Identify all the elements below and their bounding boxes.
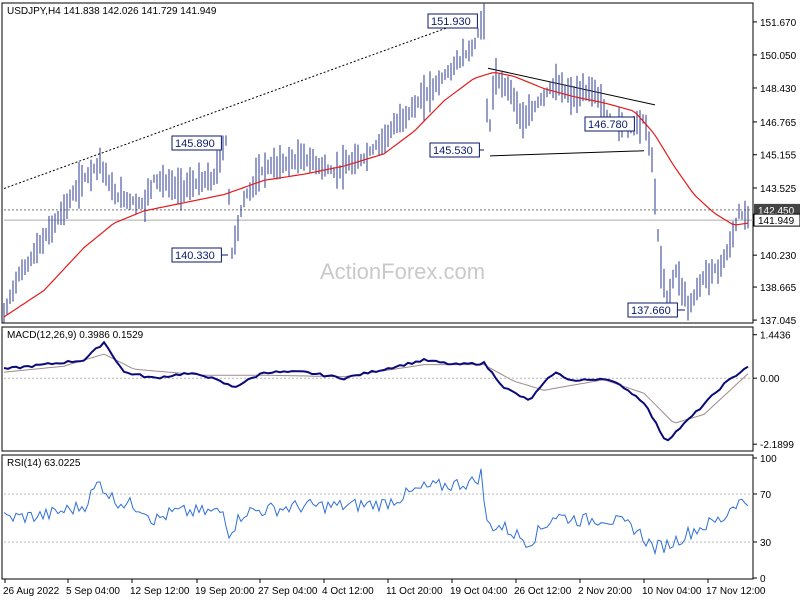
level-tag-bg [754,203,800,216]
x-tick-label: 26 Aug 2022 [3,586,60,597]
x-tick-label: 4 Oct 12:00 [322,586,374,597]
reference-lines [4,209,753,543]
x-tick-label: 5 Sep 04:00 [66,586,120,597]
moving-average-line [3,72,749,318]
macd-pane-frame [1,326,754,452]
x-tick-label: 27 Sep 04:00 [258,586,318,597]
swing-label: 140.330 [175,250,215,262]
macd-tick-label: 1.4436 [760,331,791,342]
x-tick-label: 11 Oct 20:00 [386,586,443,597]
x-tick-label: 12 Sep 12:00 [130,586,190,597]
long-trend-line [3,16,479,189]
rsi-series [3,468,749,556]
x-axis-labels: 26 Aug 2022 5 Sep 04:00 12 Sep 12:00 19 Sep… [3,579,766,597]
triangle-lower-line [489,150,645,157]
macd-line [3,340,749,442]
rsi-line [3,468,749,556]
x-tick-label: 10 Nov 04:00 [642,586,702,597]
swing-label: 145.890 [175,138,215,150]
price-pane-header: USDJPY,H4 141.838 142.026 141.729 141.94… [7,6,217,17]
rsi-tick-label: 70 [760,490,772,501]
price-tick-label: 148.430 [760,84,797,95]
rsi-pane-header: RSI(14) 63.0225 [7,458,81,469]
x-tick-label: 17 Nov 12:00 [706,586,766,597]
price-pane-frame [1,2,754,324]
swing-label-box [427,13,478,29]
x-tick-label: 26 Oct 12:00 [514,586,572,597]
swing-label: 145.530 [433,145,473,157]
macd-pane-header: MACD(12,26,9) 0.3986 0.1529 [7,330,144,341]
swing-label: 151.930 [431,16,471,28]
macd-tick-label: 0.00 [760,374,780,385]
x-tick-label: 19 Sep 20:00 [195,586,255,597]
swing-label-box [627,302,678,318]
price-tick-label: 137.045 [760,316,797,327]
swing-label-box [584,116,635,132]
price-tick-label: 150.050 [760,51,797,62]
x-tick-label: 19 Oct 04:00 [450,586,508,597]
rsi-tick-label: 100 [760,454,777,465]
swing-label-box [429,142,480,158]
level-tag: 142.450 [758,206,795,217]
swing-label-box [171,247,222,263]
price-tick-label: 140.230 [760,251,797,262]
price-series [3,2,749,323]
swing-label: 146.780 [588,119,628,131]
moving-average [3,72,749,318]
current-tag-bg [753,213,800,227]
y-axis-labels: 151.670 150.050 148.430 146.765 145.155 143.5… [753,18,800,585]
price-tick-label: 146.765 [760,118,797,129]
current-price-tag: 141.949 [758,216,795,227]
x-tick-label: 2 Nov 20:00 [578,586,632,597]
rsi-tick-label: 0 [760,574,766,585]
swing-label: 137.660 [631,305,671,317]
price-tick-label: 151.670 [760,18,797,29]
price-tick-label: 145.155 [760,151,797,162]
price-tick-label: 143.525 [760,184,797,195]
swing-label-box [171,135,222,151]
rsi-pane-frame [1,454,754,580]
watermark: ActionForex.com [320,259,485,284]
price-tick-label: 138.665 [760,283,797,294]
rsi-tick-label: 30 [760,538,772,549]
swing-labels: 151.930 145.890 145.530 140.330 137.660 146.7… [171,13,685,318]
macd-series [3,340,749,442]
macd-tick-label: -2.1899 [760,440,794,451]
